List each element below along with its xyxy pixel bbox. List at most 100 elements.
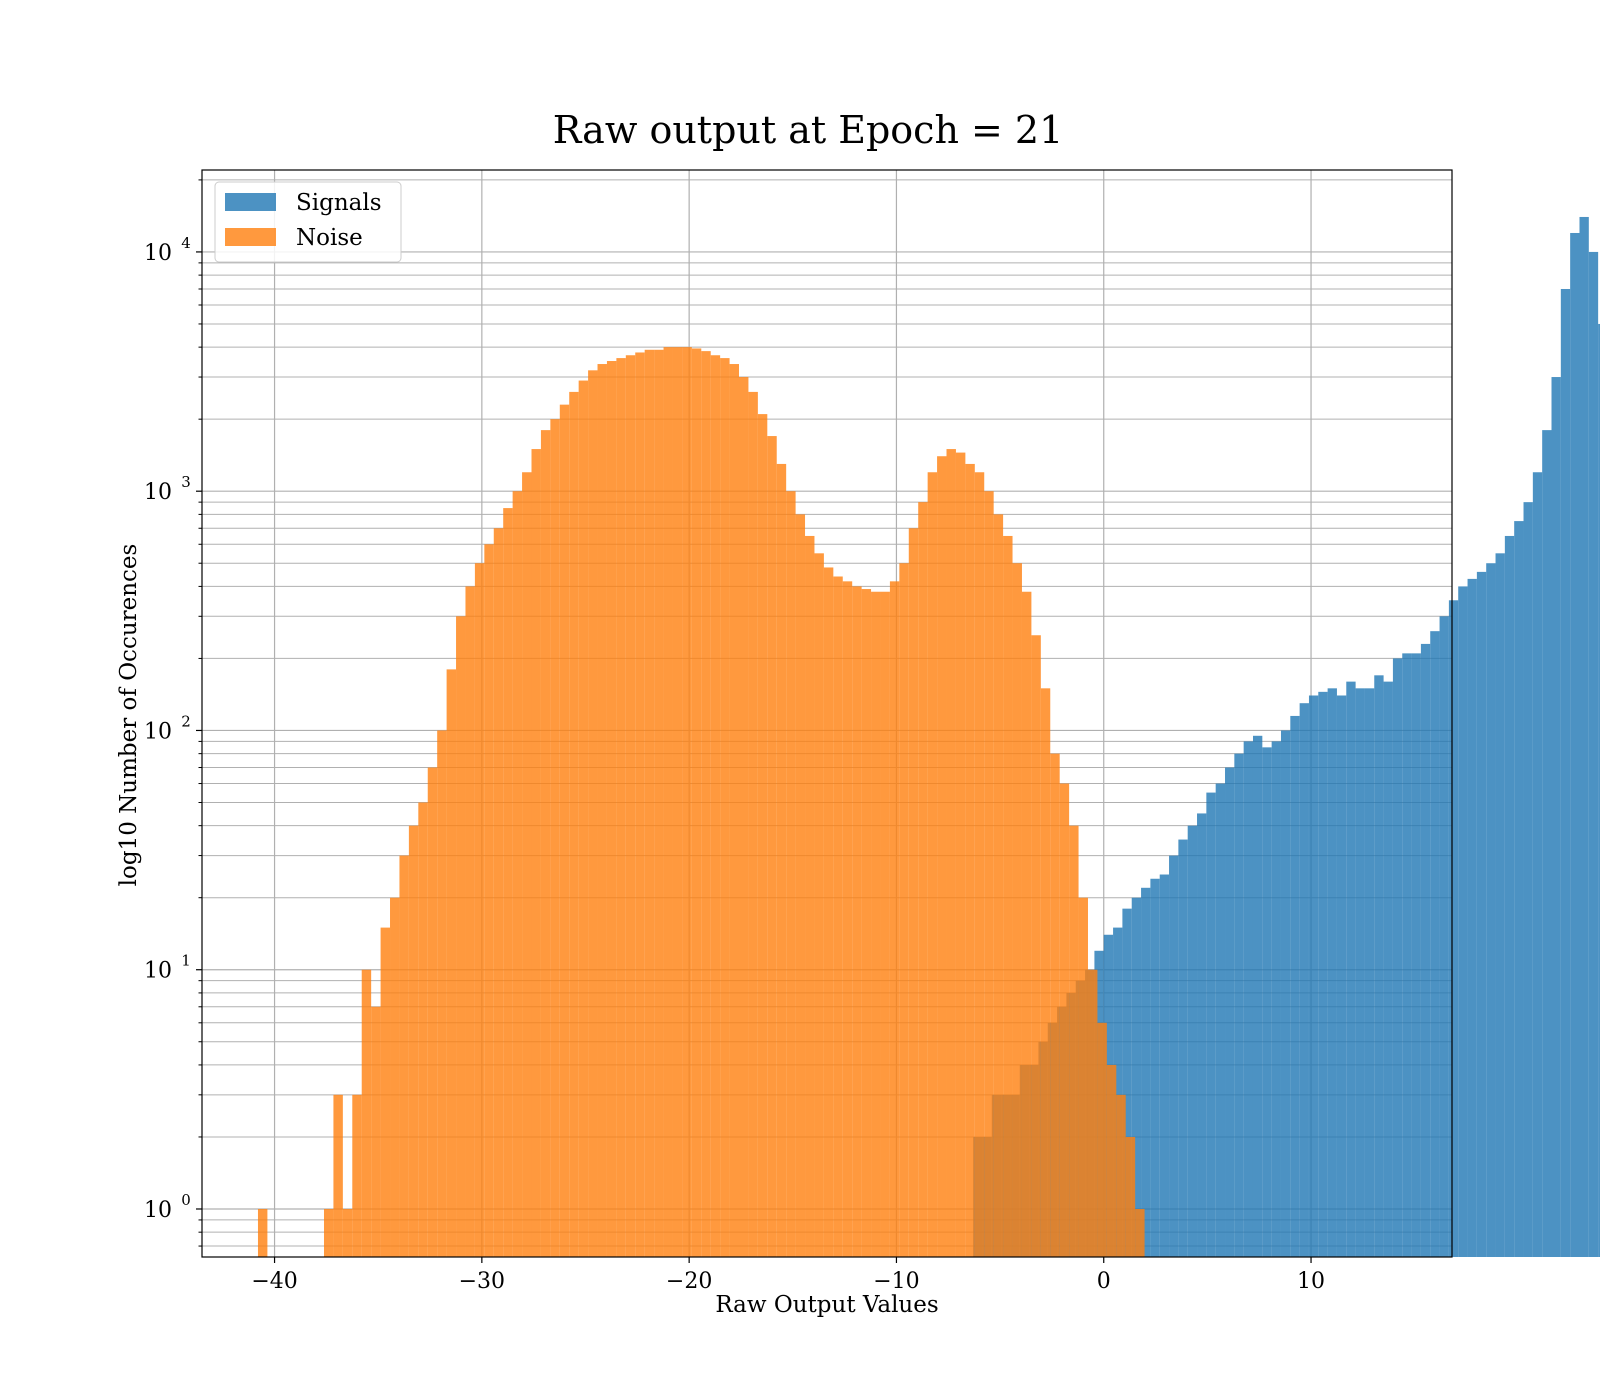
noise-bar [625, 355, 636, 1257]
noise-bar [1078, 897, 1088, 1257]
signals-bar [1346, 681, 1356, 1257]
signals-bar [1514, 521, 1524, 1257]
chart-title: Raw output at Epoch = 21 [553, 108, 1064, 152]
noise-bar [512, 491, 523, 1258]
signals-bar [1467, 578, 1477, 1257]
noise-bar [974, 472, 985, 1258]
x-axis-ticks: −40 −30 −20 −10 0 10 [251, 1257, 1325, 1294]
signals-bar [1159, 874, 1170, 1257]
noise-bar [1069, 825, 1079, 1257]
x-tick-label: −30 [459, 1269, 505, 1294]
noise-bar [418, 802, 428, 1257]
y-tick-label: 10 [144, 241, 172, 266]
noise-bar [578, 380, 589, 1258]
noise-bar [352, 1094, 362, 1257]
signals-bar [1486, 563, 1496, 1257]
signals-bar [1430, 631, 1440, 1257]
noise-bar [616, 358, 626, 1257]
signals-bar [1588, 251, 1599, 1258]
noise-bar [993, 514, 1004, 1257]
noise-bar [1003, 535, 1013, 1257]
noise-bar [927, 472, 938, 1258]
noise-bar [484, 544, 494, 1257]
noise-bar [644, 349, 655, 1258]
noise-bar [390, 897, 400, 1257]
signals-bar [1495, 553, 1505, 1257]
noise-bar [465, 586, 475, 1257]
noise-bar [984, 491, 994, 1258]
y-axis-label: log10 Number of Occurences [116, 544, 142, 887]
signals-bar [1262, 747, 1272, 1257]
noise-bar [361, 969, 372, 1257]
noise-bar [852, 586, 862, 1257]
noise-bar [1031, 635, 1041, 1257]
signals-bar [1225, 767, 1235, 1257]
noise-bar [880, 591, 890, 1257]
noise-bar [691, 348, 702, 1258]
noise-bar [550, 419, 560, 1257]
noise-bar [757, 414, 768, 1257]
signals-bar [1271, 741, 1281, 1257]
signals-bar [1327, 688, 1337, 1257]
noise-bar [522, 472, 532, 1258]
noise-bar [899, 563, 909, 1257]
signals-bar [1141, 887, 1151, 1257]
noise-bar [606, 361, 617, 1258]
x-tick-label: −20 [666, 1269, 712, 1294]
noise-bar [333, 1094, 343, 1257]
noise-bar [437, 730, 447, 1257]
noise-bar [456, 616, 466, 1257]
noise-bar [1135, 1208, 1145, 1257]
noise-bar [1050, 753, 1060, 1257]
noise-bar [672, 347, 683, 1257]
y-tick-exponent: 0 [181, 1191, 191, 1209]
signals-bar [1420, 643, 1431, 1257]
signals-bar [1178, 839, 1188, 1257]
signals-bar [1318, 691, 1328, 1257]
signals-bar [1383, 681, 1393, 1257]
noise-bar [955, 452, 966, 1257]
noise-bar [474, 563, 485, 1257]
y-tick-label: 10 [144, 480, 172, 505]
noise-bar [257, 1208, 268, 1257]
signals-bar [1299, 703, 1309, 1257]
noise-bar [1040, 688, 1051, 1257]
signals-bar [1532, 472, 1543, 1258]
signals-bar [1476, 571, 1487, 1257]
x-tick-label: 10 [1297, 1269, 1325, 1294]
noise-bar [1087, 969, 1098, 1257]
noise-bar [1125, 1136, 1136, 1257]
signals-bar [1411, 653, 1421, 1257]
signals-bar [1458, 586, 1468, 1257]
noise-bar [1116, 1094, 1126, 1257]
y-tick-exponent: 3 [181, 473, 191, 491]
y-tick-exponent: 4 [181, 234, 191, 252]
y-tick-label: 10 [144, 1198, 172, 1223]
signals-bar [1439, 616, 1449, 1257]
signals-bar [1542, 430, 1552, 1258]
noise-bar [739, 377, 749, 1257]
signals-bar [1560, 288, 1571, 1257]
legend-swatch-noise [225, 228, 276, 246]
noise-bar [823, 567, 834, 1257]
noise-bar [559, 404, 570, 1257]
legend-label-signals: Signals [296, 190, 382, 216]
signals-bar [1374, 675, 1384, 1257]
noise-bar [1059, 783, 1070, 1257]
noise-bar [1097, 1022, 1107, 1257]
noise-bar [767, 436, 777, 1257]
x-tick-label: 0 [1097, 1269, 1111, 1294]
signals-bar [1551, 377, 1561, 1257]
signals-bar [1187, 825, 1198, 1257]
noise-bar [446, 669, 457, 1257]
noise-bar [748, 391, 758, 1257]
noise-bar [342, 1208, 353, 1257]
signals-bar [1122, 908, 1132, 1257]
signals-bar [1215, 783, 1226, 1257]
x-tick-label: −10 [873, 1269, 919, 1294]
noise-bar [833, 576, 843, 1257]
signals-bar [1355, 688, 1365, 1257]
noise-bar [597, 364, 607, 1257]
noise-bar [965, 463, 975, 1257]
